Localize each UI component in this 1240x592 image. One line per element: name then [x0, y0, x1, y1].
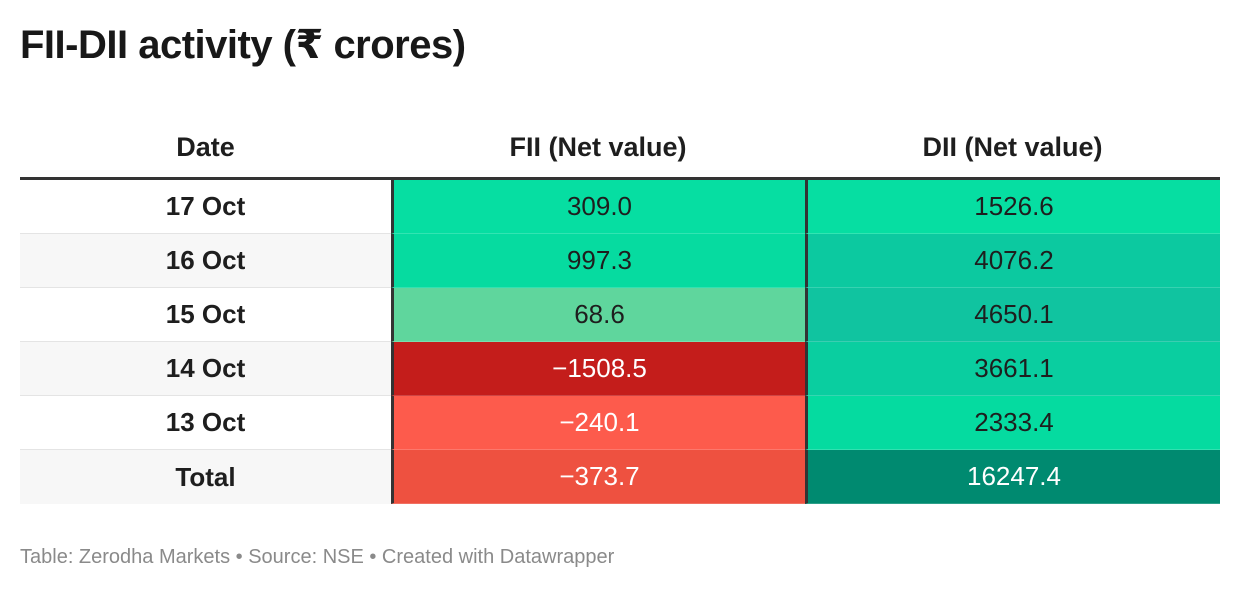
table-header: Date FII (Net value) DII (Net value): [20, 118, 1220, 180]
header-fii: FII (Net value): [509, 132, 687, 162]
fii-value-cell: −240.1: [391, 396, 805, 450]
date-cell: 14 Oct: [20, 342, 391, 396]
chart-title: FII-DII activity (₹ crores): [20, 23, 466, 67]
date-cell: Total: [20, 450, 391, 504]
header-dii: DII (Net value): [922, 132, 1103, 162]
dii-value-cell: 3661.1: [805, 342, 1220, 396]
dii-value-cell: 2333.4: [805, 396, 1220, 450]
dii-value-cell: 1526.6: [805, 180, 1220, 234]
date-cell: 17 Oct: [20, 180, 391, 234]
table-row: 17 Oct 309.0 1526.6: [20, 180, 1220, 234]
table-row: 16 Oct 997.3 4076.2: [20, 234, 1220, 288]
data-table: Date FII (Net value) DII (Net value) 17 …: [20, 118, 1220, 504]
table-row: 14 Oct −1508.5 3661.1: [20, 342, 1220, 396]
table-row: 15 Oct 68.6 4650.1: [20, 288, 1220, 342]
fii-value-cell: −1508.5: [391, 342, 805, 396]
date-cell: 15 Oct: [20, 288, 391, 342]
fii-value-cell: 997.3: [391, 234, 805, 288]
fii-value-cell: 68.6: [391, 288, 805, 342]
table-body: 17 Oct 309.0 1526.6 16 Oct 997.3 4076.2 15 Oct…: [20, 180, 1220, 504]
table-row: Total −373.7 16247.4: [20, 450, 1220, 504]
date-cell: 13 Oct: [20, 396, 391, 450]
date-cell: 16 Oct: [20, 234, 391, 288]
table-row: 13 Oct −240.1 2333.4: [20, 396, 1220, 450]
dii-value-cell: 16247.4: [805, 450, 1220, 504]
header-date: Date: [176, 132, 235, 162]
dii-value-cell: 4076.2: [805, 234, 1220, 288]
source-note: Table: Zerodha Markets • Source: NSE • C…: [20, 546, 615, 568]
fii-value-cell: 309.0: [391, 180, 805, 234]
fii-value-cell: −373.7: [391, 450, 805, 504]
dii-value-cell: 4650.1: [805, 288, 1220, 342]
